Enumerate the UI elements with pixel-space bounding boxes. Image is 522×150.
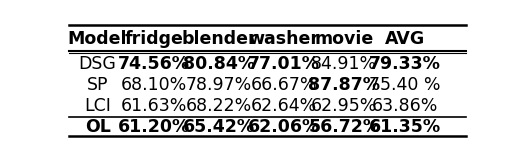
Text: washer: washer [248, 30, 319, 48]
Text: 62.06%: 62.06% [247, 118, 320, 136]
Text: blender: blender [181, 30, 257, 48]
Text: 78.97%: 78.97% [186, 76, 252, 94]
Text: LCI: LCI [84, 97, 111, 115]
Text: OL: OL [85, 118, 111, 136]
Text: 61.35%: 61.35% [369, 118, 441, 136]
Text: Model: Model [68, 30, 127, 48]
Text: movie: movie [315, 30, 374, 48]
Text: 65.42%: 65.42% [183, 118, 255, 136]
Text: 79.33%: 79.33% [369, 55, 441, 73]
Text: 62.64%: 62.64% [251, 97, 317, 115]
Text: 56.72%: 56.72% [309, 118, 381, 136]
Text: AVG: AVG [385, 30, 425, 48]
Text: 84.91%: 84.91% [311, 55, 377, 73]
Text: DSG: DSG [79, 55, 116, 73]
Text: 80.84%: 80.84% [183, 55, 255, 73]
Text: 63.86%: 63.86% [372, 97, 438, 115]
Text: 61.63%: 61.63% [121, 97, 187, 115]
Text: 68.22%: 68.22% [186, 97, 252, 115]
Text: 68.10%: 68.10% [121, 76, 187, 94]
Text: 62.95%: 62.95% [311, 97, 377, 115]
Text: 61.20%: 61.20% [118, 118, 191, 136]
Text: 87.87%: 87.87% [309, 76, 381, 94]
Text: 74.56%: 74.56% [118, 55, 190, 73]
Text: 66.67%: 66.67% [251, 76, 317, 94]
Text: fridge: fridge [125, 30, 184, 48]
Text: 75.40 %: 75.40 % [370, 76, 441, 94]
Text: SP: SP [87, 76, 109, 94]
Text: 77.01%: 77.01% [248, 55, 319, 73]
